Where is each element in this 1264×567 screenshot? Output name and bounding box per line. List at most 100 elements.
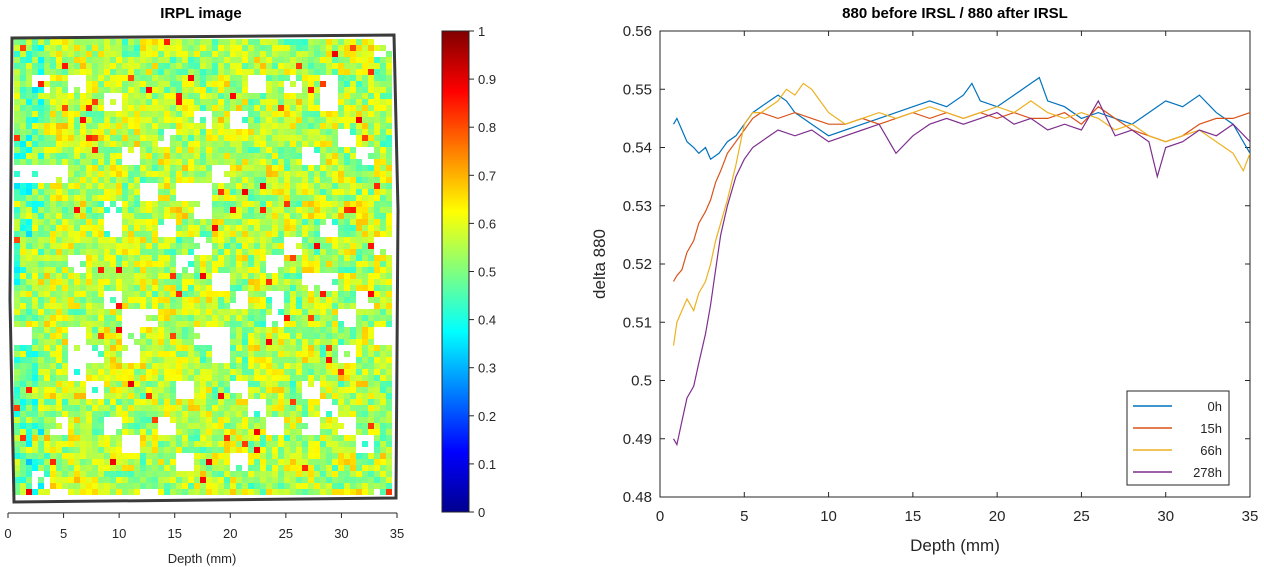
heatmap-cell [146,69,152,75]
heatmap-cell [56,261,62,267]
heatmap-cell [110,441,116,447]
heatmap-cell [104,177,110,183]
heatmap-cell [32,387,38,393]
heatmap-cell [362,135,368,141]
heatmap-cell [116,483,122,489]
heatmap-cell [80,261,86,267]
heatmap-cell [188,417,194,423]
heatmap-cell [314,453,320,459]
heatmap-cell [284,405,290,411]
heatmap-cell [200,57,206,63]
heatmap-cell [302,339,308,345]
heatmap-cell [86,441,92,447]
heatmap-cell [200,231,206,237]
heatmap-cell [98,459,104,465]
heatmap-cell [56,459,62,465]
heatmap-cell [20,207,26,213]
heatmap-cell [374,195,380,201]
heatmap-cell [68,489,74,495]
heatmap-cell [62,381,68,387]
heatmap-cell [374,285,380,291]
heatmap-cell [296,351,302,357]
heatmap-cell [236,243,242,249]
heatmap-cell [380,267,386,273]
heatmap-cell [224,93,230,99]
heatmap-cell [302,465,308,471]
heatmap-cell [176,213,182,219]
heatmap-cell [110,267,116,273]
heatmap-cell [32,285,38,291]
heatmap-cell [266,189,272,195]
heatmap-cell [152,291,158,297]
heatmap-cell [80,483,86,489]
heatmap-x-tick-label: 30 [334,526,348,541]
heatmap-cell [158,465,164,471]
heatmap-cell [128,333,134,339]
heatmap-cell [368,93,374,99]
heatmap-cell [122,135,128,141]
heatmap-cell [110,345,116,351]
heatmap-cell [386,375,392,381]
heatmap-cell [14,189,20,195]
heatmap-cell [278,177,284,183]
heatmap-cell [98,315,104,321]
heatmap-cell [254,123,260,129]
heatmap-cell [302,111,308,117]
heatmap-cell [44,393,50,399]
heatmap-cell [44,225,50,231]
heatmap-cell [68,435,74,441]
heatmap-cell [26,411,32,417]
heatmap-cell [158,471,164,477]
heatmap-cell [218,477,224,483]
heatmap-cell [380,447,386,453]
heatmap-cell [164,255,170,261]
heatmap-cell [176,39,182,45]
heatmap-cell [212,405,218,411]
heatmap-cell [320,345,326,351]
heatmap-cell [230,243,236,249]
heatmap-cell [26,441,32,447]
heatmap-cell [170,57,176,63]
heatmap-cell [212,105,218,111]
heatmap-cell [350,291,356,297]
heatmap-cell [128,201,134,207]
heatmap-cell [272,51,278,57]
heatmap-cell [68,201,74,207]
heatmap-cell [206,165,212,171]
heatmap-cell [122,69,128,75]
heatmap-cell [98,333,104,339]
heatmap-cell [92,219,98,225]
heatmap-cell [20,273,26,279]
heatmap-cell [362,375,368,381]
heatmap-cell [74,387,80,393]
heatmap-cell [92,189,98,195]
heatmap-cell [176,225,182,231]
heatmap-cell [26,81,32,87]
heatmap-cell [254,93,260,99]
heatmap-cell [296,489,302,495]
heatmap-cell [104,207,110,213]
heatmap-cell [188,489,194,495]
heatmap-cell [380,147,386,153]
heatmap-cell [242,243,248,249]
heatmap-cell [332,219,338,225]
heatmap-cell [266,141,272,147]
heatmap-cell [32,183,38,189]
heatmap-cell [50,483,56,489]
heatmap-cell [302,207,308,213]
heatmap-cell [380,165,386,171]
heatmap-cell [134,75,140,81]
heatmap-cell [140,135,146,141]
heatmap-cell [278,201,284,207]
heatmap-cell [14,471,20,477]
heatmap-cell [272,81,278,87]
heatmap-cell [194,315,200,321]
heatmap-cell [92,213,98,219]
heatmap-cell [44,63,50,69]
heatmap-cell [200,447,206,453]
heatmap-cell [236,81,242,87]
heatmap-cell [146,423,152,429]
heatmap-cell [92,291,98,297]
heatmap-cell [62,459,68,465]
heatmap-cell [74,369,80,375]
